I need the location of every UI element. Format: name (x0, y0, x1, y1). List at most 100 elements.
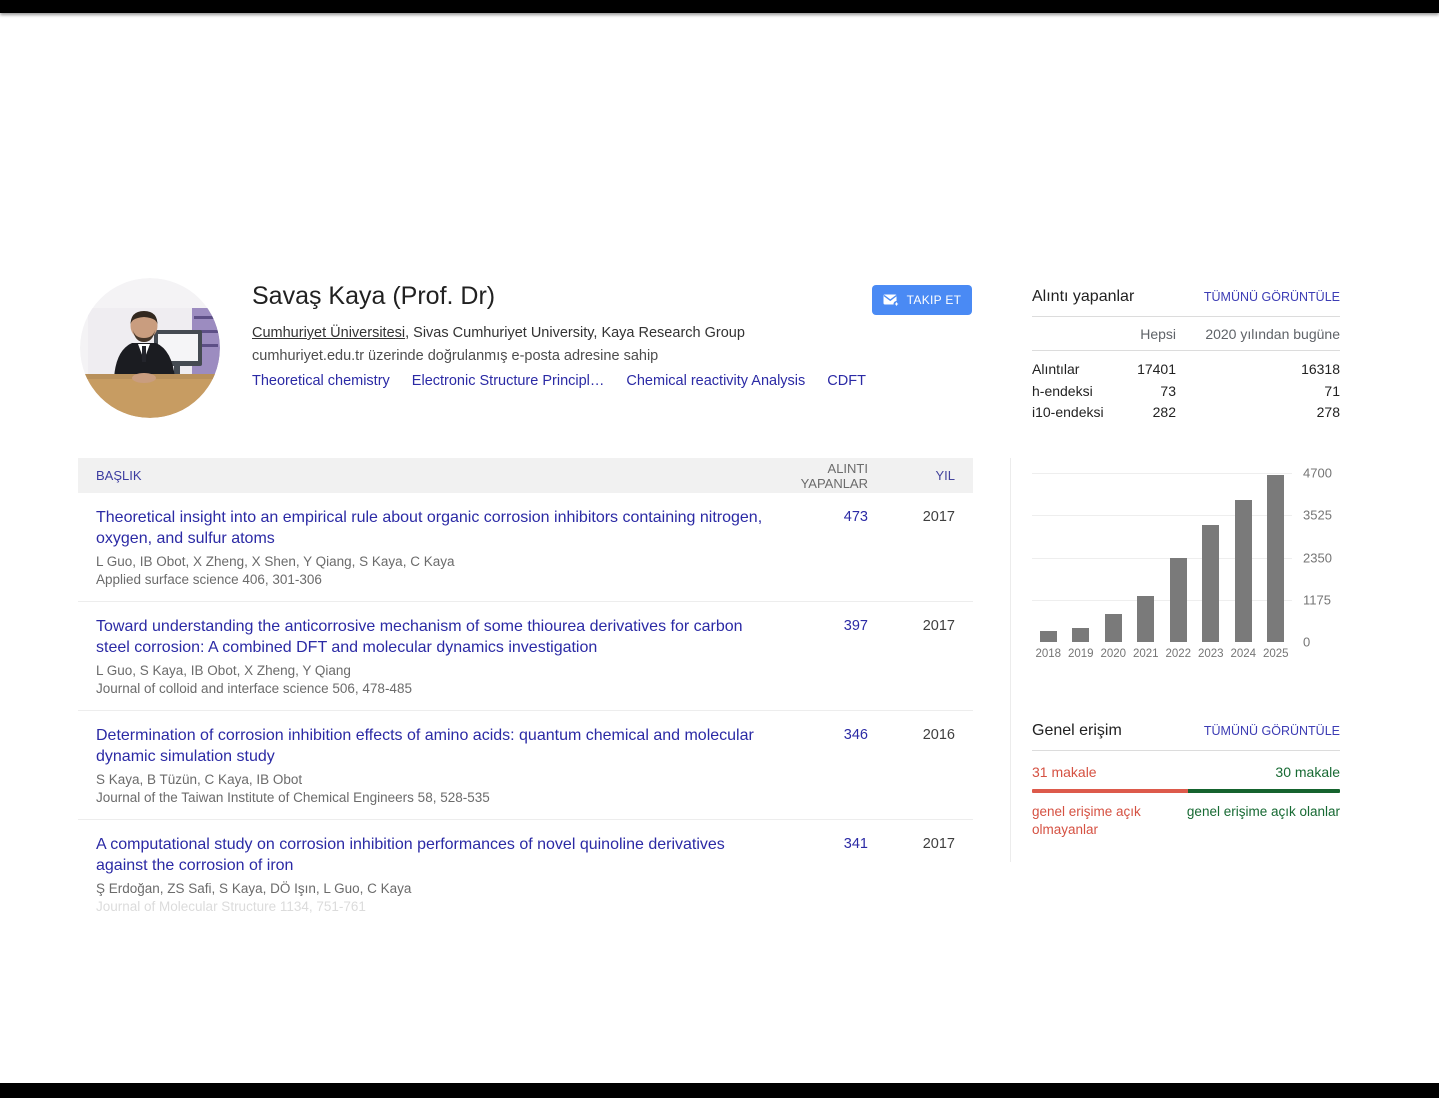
stat-value-all: 17401 (1137, 361, 1176, 377)
profile-name: Savaş Kaya (Prof. Dr) (252, 282, 496, 310)
open-access-count: 30 makale (1275, 764, 1340, 780)
stat-value-since: 278 (1316, 404, 1340, 420)
article-venue: Journal of the Taiwan Institute of Chemi… (96, 790, 490, 805)
not-open-access-count: 31 makale (1032, 764, 1097, 780)
not-open-access-label: genel erişime açık olmayanlar (1032, 804, 1141, 837)
public-access-panel-header: Genel erişim TÜMÜNÜ GÖRÜNTÜLE (1032, 722, 1340, 751)
article-year: 2017 (922, 509, 955, 525)
gridline (1032, 515, 1292, 517)
y-axis-tick: 2350 (1303, 550, 1332, 565)
article-row: Determination of corrosion inhibition ef… (78, 710, 973, 819)
article-title-link[interactable]: Toward understanding the anticorrosive m… (96, 618, 743, 656)
article-title-link[interactable]: Theoretical insight into an empirical ru… (96, 509, 763, 547)
cited-by-columns-header: Hepsi 2020 yılından bugüne (1032, 317, 1340, 351)
profile-affiliation: Cumhuriyet Üniversitesi, Sivas Cumhuriye… (252, 325, 745, 341)
article-authors: Ş Erdoğan, ZS Safi, S Kaya, DÖ Işın, L G… (96, 881, 412, 896)
x-axis-label: 2018 (1035, 648, 1062, 660)
y-axis-tick: 3525 (1303, 507, 1332, 523)
article-row: Toward understanding the anticorrosive m… (78, 601, 973, 710)
citations-bar-chart: 2018 2019 2020 2021 2022 2023 2024 2025 … (1032, 466, 1340, 660)
research-interests: Theoretical chemistry Electronic Structu… (252, 373, 866, 389)
article-year: 2017 (922, 618, 955, 634)
stat-label: i10-endeksi (1032, 404, 1104, 420)
follow-button[interactable]: TAKIP ET (872, 285, 972, 315)
cited-by-count-link[interactable]: 341 (843, 836, 868, 852)
article-year: 2016 (922, 727, 955, 743)
chart-bar-2018[interactable] (1039, 630, 1057, 642)
y-axis-tick: 4700 (1303, 465, 1332, 481)
articles-table: BAŞLIK ALINTI YAPANLAR YIL Theoretical i… (78, 458, 973, 928)
column-header-title: BAŞLIK (96, 468, 142, 483)
x-axis-label: 2021 (1132, 648, 1159, 660)
article-title-link[interactable]: Determination of corrosion inhibition ef… (96, 727, 754, 765)
gridline (1032, 557, 1292, 559)
chart-bar-2022[interactable] (1169, 557, 1187, 642)
cited-by-view-all-link[interactable]: TÜMÜNÜ GÖRÜNTÜLE (1203, 290, 1340, 304)
letterbox-bottom (0, 1083, 1439, 1098)
sidebar-divider (1010, 458, 1011, 862)
stat-value-all: 73 (1160, 382, 1176, 399)
column-since-2020: 2020 yılından bugüne (1205, 326, 1340, 342)
gridline (1032, 473, 1292, 474)
cited-by-count-link[interactable]: 397 (843, 618, 868, 634)
interest-link-theoretical-chemistry[interactable]: Theoretical chemistry (252, 373, 390, 389)
interest-link-electronic-structure[interactable]: Electronic Structure Principl… (411, 373, 605, 389)
follow-button-label: TAKIP ET (906, 293, 962, 307)
x-axis-label: 2023 (1197, 648, 1224, 660)
affiliation-link[interactable]: Cumhuriyet Üniversitesi (252, 325, 406, 341)
cited-by-stats: Alıntılar 17401 16318 h-endeksi 73 71 i1… (1032, 351, 1340, 424)
interest-link-cdft[interactable]: CDFT (827, 373, 866, 389)
stat-value-since: 71 (1324, 382, 1340, 399)
article-title-link[interactable]: A computational study on corrosion inhib… (96, 836, 725, 874)
public-access-view-all-link[interactable]: TÜMÜNÜ GÖRÜNTÜLE (1203, 724, 1340, 738)
cited-by-panel: Alıntı yapanlar TÜMÜNÜ GÖRÜNTÜLE Hepsi 2… (1032, 288, 1340, 424)
x-axis-label: 2022 (1165, 648, 1192, 660)
stat-label: h-endeksi (1032, 382, 1093, 399)
open-access-segment (1188, 789, 1340, 793)
profile-photo (80, 278, 220, 418)
gridline (1032, 599, 1292, 601)
letterbox-top (0, 0, 1439, 13)
article-authors: S Kaya, B Tüzün, C Kaya, IB Obot (96, 772, 303, 787)
x-axis-label: 2025 (1262, 648, 1289, 660)
avatar (80, 278, 220, 418)
public-access-panel: Genel erişim TÜMÜNÜ GÖRÜNTÜLE 31 makale … (1032, 722, 1340, 839)
public-access-ratio-bar (1032, 789, 1340, 793)
article-row: A computational study on corrosion inhib… (78, 819, 973, 928)
cited-by-count-link[interactable]: 473 (843, 509, 868, 525)
chart-bar-2024[interactable] (1234, 500, 1252, 642)
article-row: Theoretical insight into an empirical ru… (78, 493, 973, 601)
cited-by-count-link[interactable]: 346 (843, 727, 868, 743)
stat-row-citations: Alıntılar 17401 16318 (1032, 359, 1340, 381)
x-axis-label: 2020 (1100, 648, 1127, 660)
articles-table-header: BAŞLIK ALINTI YAPANLAR YIL (78, 458, 973, 493)
article-year: 2017 (922, 836, 955, 852)
article-venue: Applied surface science 406, 301-306 (96, 572, 322, 587)
stat-label: Alıntılar (1032, 361, 1080, 377)
chart-bar-2020[interactable] (1104, 613, 1122, 642)
chart-bar-2025[interactable] (1267, 474, 1285, 642)
envelope-plus-icon (883, 294, 900, 307)
chart-plot-area (1032, 473, 1292, 642)
verified-email-text: cumhuriyet.edu.tr üzerinde doğrulanmış e… (252, 348, 659, 364)
stat-row-h-index: h-endeksi 73 71 (1032, 381, 1340, 403)
stat-value-all: 282 (1152, 404, 1176, 420)
x-axis-label: 2019 (1067, 648, 1094, 660)
cited-by-heading: Alıntı yapanlar (1032, 288, 1135, 305)
column-header-cited-by[interactable]: ALINTI YAPANLAR (800, 460, 868, 491)
chart-bar-2023[interactable] (1202, 525, 1220, 642)
affiliation-rest: , Sivas Cumhuriyet University, Kaya Rese… (405, 325, 745, 341)
interest-link-chemical-reactivity[interactable]: Chemical reactivity Analysis (626, 373, 806, 389)
article-venue: Journal of colloid and interface science… (96, 681, 412, 696)
public-access-heading: Genel erişim (1032, 722, 1122, 739)
article-authors: L Guo, IB Obot, X Zheng, X Shen, Y Qiang… (96, 554, 455, 569)
chart-bar-2019[interactable] (1072, 627, 1090, 642)
chart-bar-2021[interactable] (1137, 596, 1155, 642)
public-access-labels: genel erişime açık olmayanlar genel eriş… (1032, 803, 1340, 839)
chart-x-axis-labels: 2018 2019 2020 2021 2022 2023 2024 2025 (1032, 648, 1292, 660)
cited-by-panel-header: Alıntı yapanlar TÜMÜNÜ GÖRÜNTÜLE (1032, 288, 1340, 317)
column-header-year[interactable]: YIL (935, 468, 955, 483)
article-venue-faded: Journal of Molecular Structure 1134, 751… (96, 899, 366, 914)
column-all: Hepsi (1140, 326, 1176, 342)
stat-row-i10-index: i10-endeksi 282 278 (1032, 402, 1340, 424)
